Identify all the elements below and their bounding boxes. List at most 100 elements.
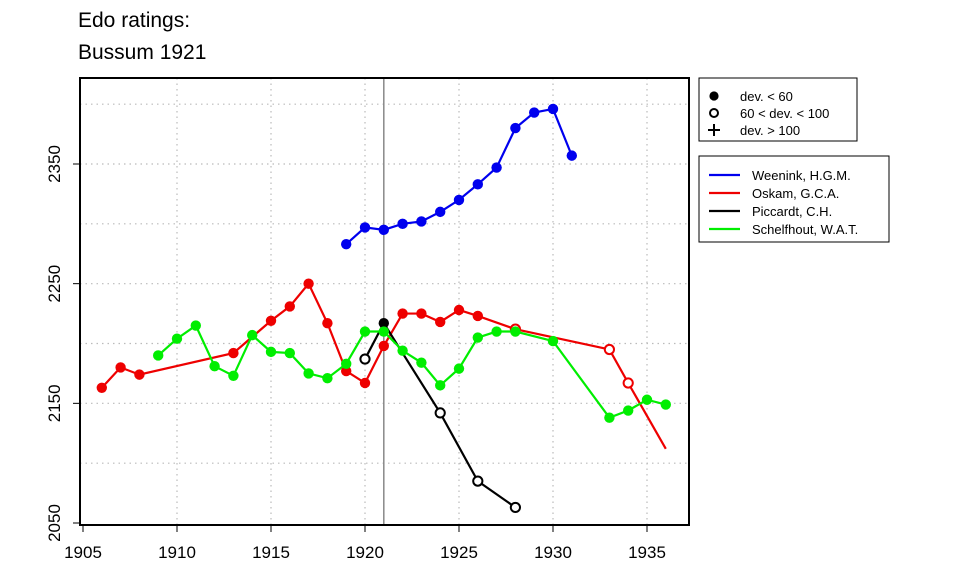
data-point bbox=[303, 368, 314, 379]
series-oskam-g-c-a bbox=[96, 278, 667, 450]
data-point bbox=[623, 405, 634, 416]
data-point bbox=[341, 358, 352, 370]
data-point bbox=[435, 206, 446, 218]
data-point bbox=[209, 361, 220, 372]
y-tick-label: 2250 bbox=[45, 265, 64, 303]
series-piccardt-c-h bbox=[359, 317, 522, 514]
data-point bbox=[435, 316, 446, 328]
data-point bbox=[435, 380, 446, 391]
x-axis: 1905 1910 1915 1920 1925 1930 1935 bbox=[64, 525, 666, 562]
data-point bbox=[359, 377, 371, 389]
series-legend-label: Oskam, G.C.A. bbox=[752, 186, 839, 201]
data-point bbox=[604, 412, 615, 423]
data-point bbox=[228, 347, 239, 359]
data-point bbox=[247, 329, 258, 341]
data-point-open bbox=[622, 377, 634, 389]
data-point bbox=[341, 238, 352, 250]
data-point bbox=[322, 373, 333, 384]
data-point bbox=[378, 317, 389, 329]
data-point bbox=[416, 308, 427, 319]
marker-legend-box bbox=[698, 77, 858, 142]
y-tick-label: 2150 bbox=[45, 384, 64, 422]
data-point bbox=[397, 218, 408, 230]
data-point bbox=[359, 326, 371, 337]
data-point bbox=[472, 179, 483, 190]
grid bbox=[80, 78, 689, 525]
data-point bbox=[265, 346, 277, 358]
x-tick-label: 1935 bbox=[628, 543, 666, 562]
series-legend: Weenink, H.G.M. Oskam, G.C.A. Piccardt, C.… bbox=[698, 155, 890, 243]
data-point bbox=[341, 365, 352, 377]
series-legend-label: Weenink, H.G.M. bbox=[752, 168, 851, 183]
data-point bbox=[547, 335, 559, 347]
x-tick-label: 1905 bbox=[64, 543, 102, 562]
data-point bbox=[190, 320, 201, 331]
data-point bbox=[453, 363, 465, 374]
data-point bbox=[510, 122, 521, 134]
data-point bbox=[510, 326, 521, 337]
data-point bbox=[547, 103, 559, 115]
data-point bbox=[284, 347, 295, 359]
series-legend-label: Schelfhout, W.A.T. bbox=[752, 222, 858, 237]
data-point bbox=[453, 194, 465, 206]
marker-legend: dev. < 60 60 < dev. < 100 dev. > 100 bbox=[698, 77, 858, 142]
data-point bbox=[397, 308, 408, 319]
marker-legend-label: dev. < 60 bbox=[740, 89, 793, 104]
series-weenink-h-g-m bbox=[341, 103, 577, 250]
data-point bbox=[322, 317, 333, 329]
data-point bbox=[265, 315, 277, 326]
data-point bbox=[491, 326, 502, 337]
legend-plus-icon bbox=[708, 124, 720, 136]
data-point bbox=[171, 333, 183, 344]
data-point bbox=[153, 350, 164, 361]
legend-filled-circle-icon bbox=[709, 91, 719, 101]
axes: 1905 1910 1915 1920 1925 1930 1935 2050 2150 2250… bbox=[45, 145, 666, 562]
x-tick-label: 1910 bbox=[158, 543, 196, 562]
data-point bbox=[115, 362, 126, 373]
data-point bbox=[416, 216, 427, 227]
data-point bbox=[472, 310, 483, 322]
series-line bbox=[100, 281, 667, 450]
x-tick-label: 1915 bbox=[252, 543, 290, 562]
data-point bbox=[660, 399, 671, 410]
data-point bbox=[641, 394, 653, 405]
chart-title: Edo ratings: bbox=[78, 9, 191, 32]
data-point bbox=[529, 107, 540, 118]
series-group bbox=[96, 103, 671, 514]
data-point bbox=[378, 224, 389, 236]
data-point bbox=[472, 332, 483, 343]
data-point-open bbox=[359, 353, 371, 365]
y-tick-label: 2050 bbox=[45, 504, 64, 542]
x-tick-label: 1925 bbox=[440, 543, 478, 562]
data-point bbox=[491, 162, 502, 173]
legends: dev. < 60 60 < dev. < 100 dev. > 100 Weenin… bbox=[698, 77, 890, 243]
x-tick-label: 1920 bbox=[346, 543, 384, 562]
data-point-open bbox=[509, 501, 522, 514]
series-legend-label: Piccardt, C.H. bbox=[752, 204, 832, 219]
y-tick-label: 2350 bbox=[45, 145, 64, 183]
data-point bbox=[134, 369, 145, 380]
data-point bbox=[359, 222, 371, 233]
chart-subtitle: Bussum 1921 bbox=[78, 41, 207, 64]
legend-open-circle-icon bbox=[709, 108, 719, 118]
x-tick-label: 1930 bbox=[534, 543, 572, 562]
data-point bbox=[284, 301, 295, 312]
marker-legend-label: dev. > 100 bbox=[740, 123, 800, 138]
y-axis: 2050 2150 2250 2350 bbox=[45, 145, 80, 542]
data-point bbox=[228, 370, 239, 382]
data-point bbox=[566, 150, 577, 161]
data-point bbox=[378, 340, 389, 352]
plot-frame bbox=[79, 77, 690, 526]
series-schelfhout-w-a-t bbox=[153, 320, 671, 423]
data-point bbox=[397, 345, 408, 356]
data-point-open bbox=[603, 343, 616, 356]
marker-legend-label: 60 < dev. < 100 bbox=[740, 106, 829, 121]
series-legend-box bbox=[698, 155, 890, 243]
data-point bbox=[303, 278, 314, 289]
data-point bbox=[378, 326, 389, 337]
data-point bbox=[416, 357, 427, 368]
data-point-open bbox=[434, 407, 446, 419]
data-point bbox=[453, 304, 465, 316]
data-point-open bbox=[472, 475, 484, 487]
